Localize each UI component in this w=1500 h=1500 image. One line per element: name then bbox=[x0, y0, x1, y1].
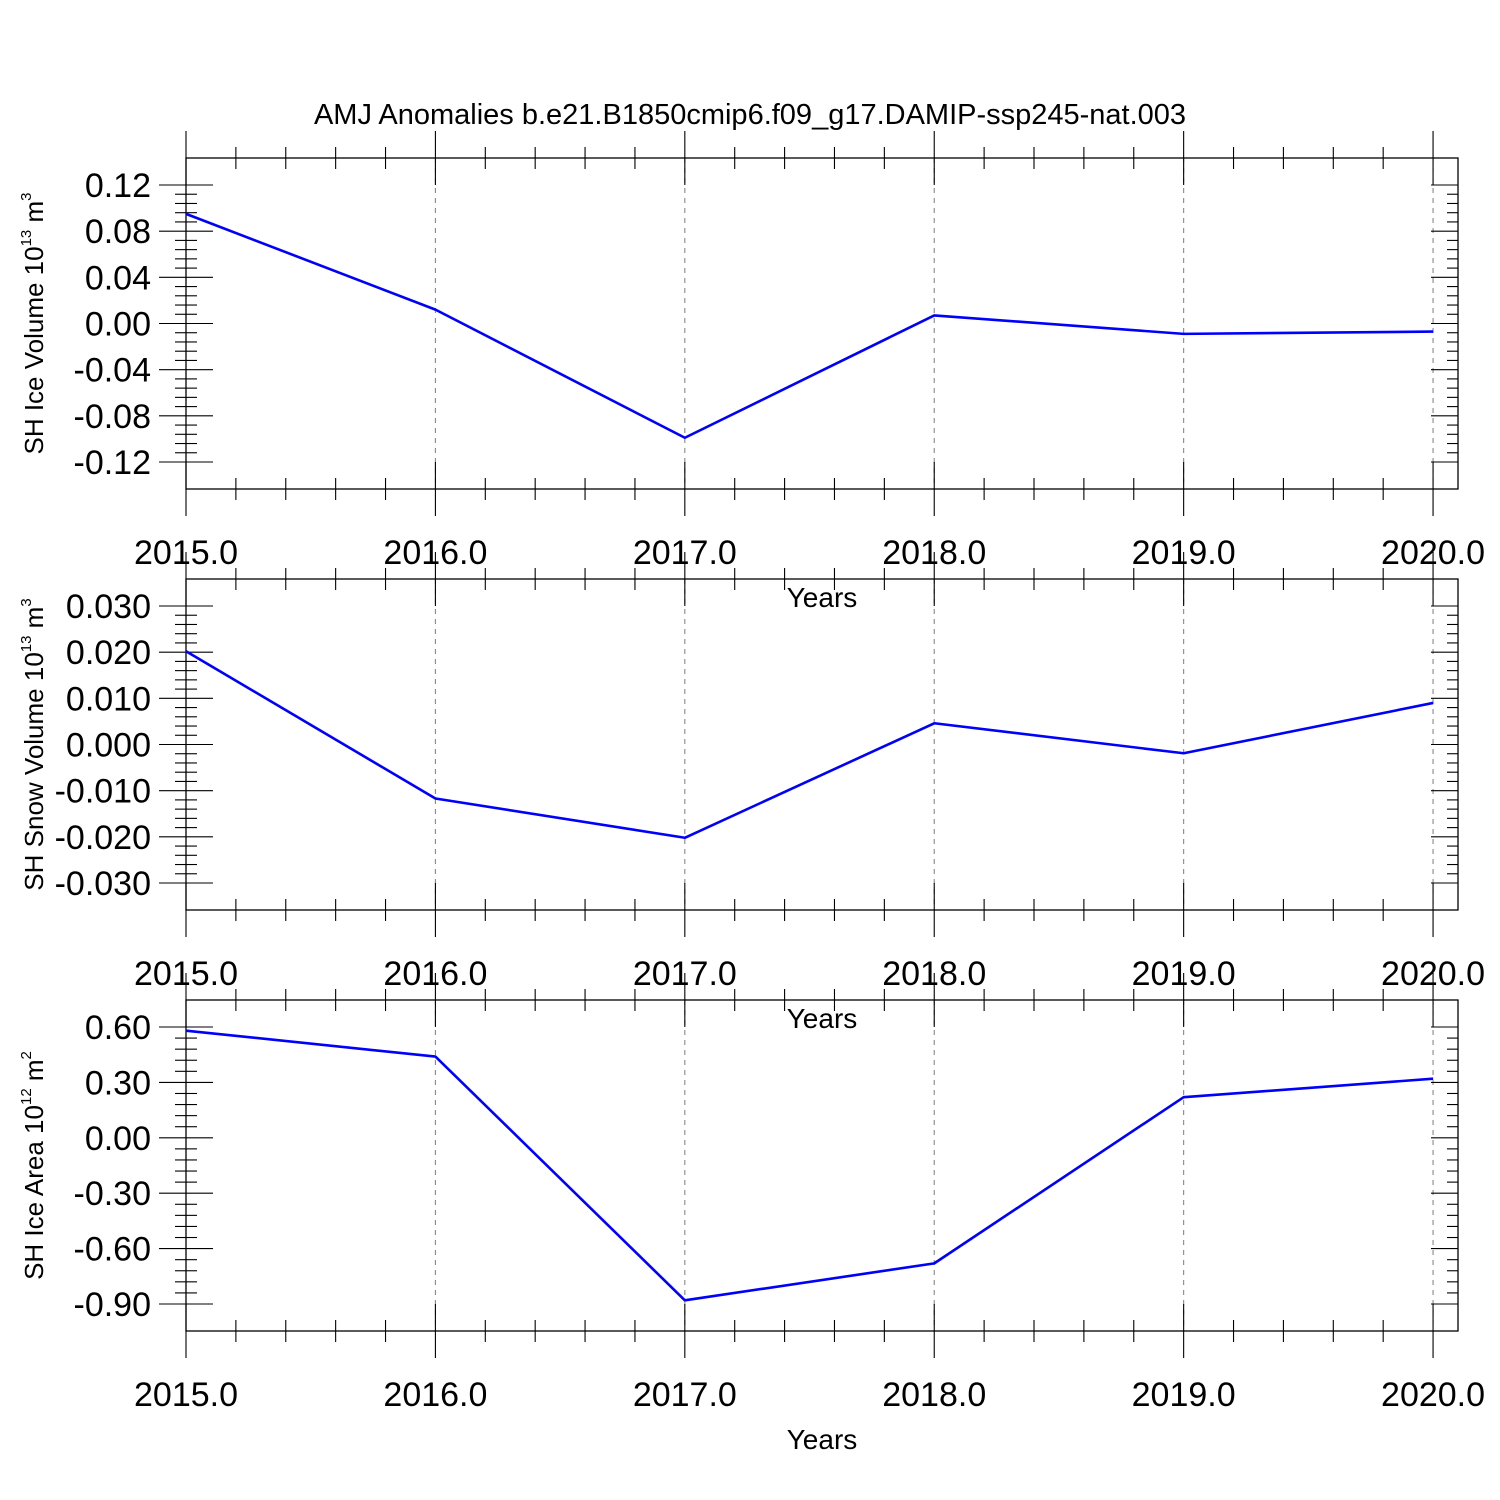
y-axis-title: SH Ice Area 1012 m2 bbox=[18, 1051, 49, 1280]
y-tick-label: 0.60 bbox=[85, 1009, 151, 1047]
y-tick-label: 0.010 bbox=[66, 680, 151, 718]
series-line bbox=[185, 650, 1434, 840]
y-axis-title-main: SH Ice Area 10 bbox=[19, 1105, 49, 1280]
x-tick-label: 2015.0 bbox=[134, 1376, 238, 1414]
y-tick-label: -0.90 bbox=[74, 1286, 152, 1324]
y-tick-label: -0.08 bbox=[74, 398, 152, 436]
y-axis-title-exponent: 13 bbox=[18, 230, 35, 247]
y-axis-title-exponent: 13 bbox=[18, 636, 35, 653]
plot-frame bbox=[185, 157, 1459, 490]
y-axis-title-unit: m bbox=[19, 607, 49, 636]
y-tick-label: -0.04 bbox=[74, 352, 152, 390]
y-tick-label: -0.12 bbox=[74, 444, 152, 482]
y-axis-title-main: SH Ice Volume 10 bbox=[19, 246, 49, 454]
y-axis-title-unit: m bbox=[19, 201, 49, 230]
x-tick-label: 2017.0 bbox=[633, 1376, 737, 1414]
chart-title: AMJ Anomalies b.e21.B1850cmip6.f09_g17.D… bbox=[314, 99, 1186, 131]
plot-frame bbox=[185, 578, 1459, 911]
y-tick-label: -0.30 bbox=[74, 1175, 152, 1213]
y-axis-title: SH Snow Volume 1013 m3 bbox=[18, 598, 49, 890]
y-tick-label: -0.020 bbox=[55, 819, 151, 857]
x-axis-title: Years bbox=[787, 1003, 858, 1034]
y-tick-label: 0.08 bbox=[85, 213, 151, 251]
plot-frame bbox=[185, 999, 1459, 1332]
y-axis-title-unit: m bbox=[19, 1059, 49, 1088]
y-tick-label: 0.12 bbox=[85, 167, 151, 205]
y-tick-label: 0.030 bbox=[66, 588, 151, 626]
y-tick-label: 0.30 bbox=[85, 1064, 151, 1102]
y-tick-label: -0.030 bbox=[55, 865, 151, 903]
y-tick-label: 0.00 bbox=[85, 1120, 151, 1158]
y-axis-title: SH Ice Volume 1013 m3 bbox=[18, 192, 49, 454]
y-tick-label: 0.04 bbox=[85, 259, 151, 297]
y-tick-label: -0.60 bbox=[74, 1231, 152, 1269]
y-tick-label: 0.000 bbox=[66, 727, 151, 765]
y-tick-label: 0.00 bbox=[85, 306, 151, 344]
y-tick-label: -0.010 bbox=[55, 773, 151, 811]
x-axis-title: Years bbox=[787, 1424, 858, 1455]
panel-3: 0.60 0.30 0.00 -0.30 -0.60 -0.90 2015.0 2016.0 2… bbox=[18, 973, 1485, 1455]
y-axis-title-unit-exponent: 3 bbox=[18, 192, 35, 200]
series-line bbox=[185, 212, 1434, 440]
chart-panels: 0.12 0.08 0.04 0.00 -0.04 -0.08 -0.12 2015.0 201… bbox=[18, 131, 1485, 1455]
panel-2: 0.0300.0200.0100.000-0.010-0.020-0.03020… bbox=[18, 552, 1485, 1034]
y-axis-title-unit-exponent: 3 bbox=[18, 598, 35, 606]
y-tick-label: 0.020 bbox=[66, 634, 151, 672]
x-tick-label: 2016.0 bbox=[383, 1376, 487, 1414]
y-axis-title-main: SH Snow Volume 10 bbox=[19, 652, 49, 890]
y-axis-title-exponent: 12 bbox=[18, 1088, 35, 1105]
x-tick-label: 2020.0 bbox=[1381, 1376, 1485, 1414]
x-tick-label: 2019.0 bbox=[1132, 1376, 1236, 1414]
x-axis-title: Years bbox=[787, 582, 858, 613]
y-axis-title-unit-exponent: 2 bbox=[18, 1051, 35, 1059]
series-line bbox=[185, 1029, 1434, 1302]
x-tick-label: 2018.0 bbox=[882, 1376, 986, 1414]
